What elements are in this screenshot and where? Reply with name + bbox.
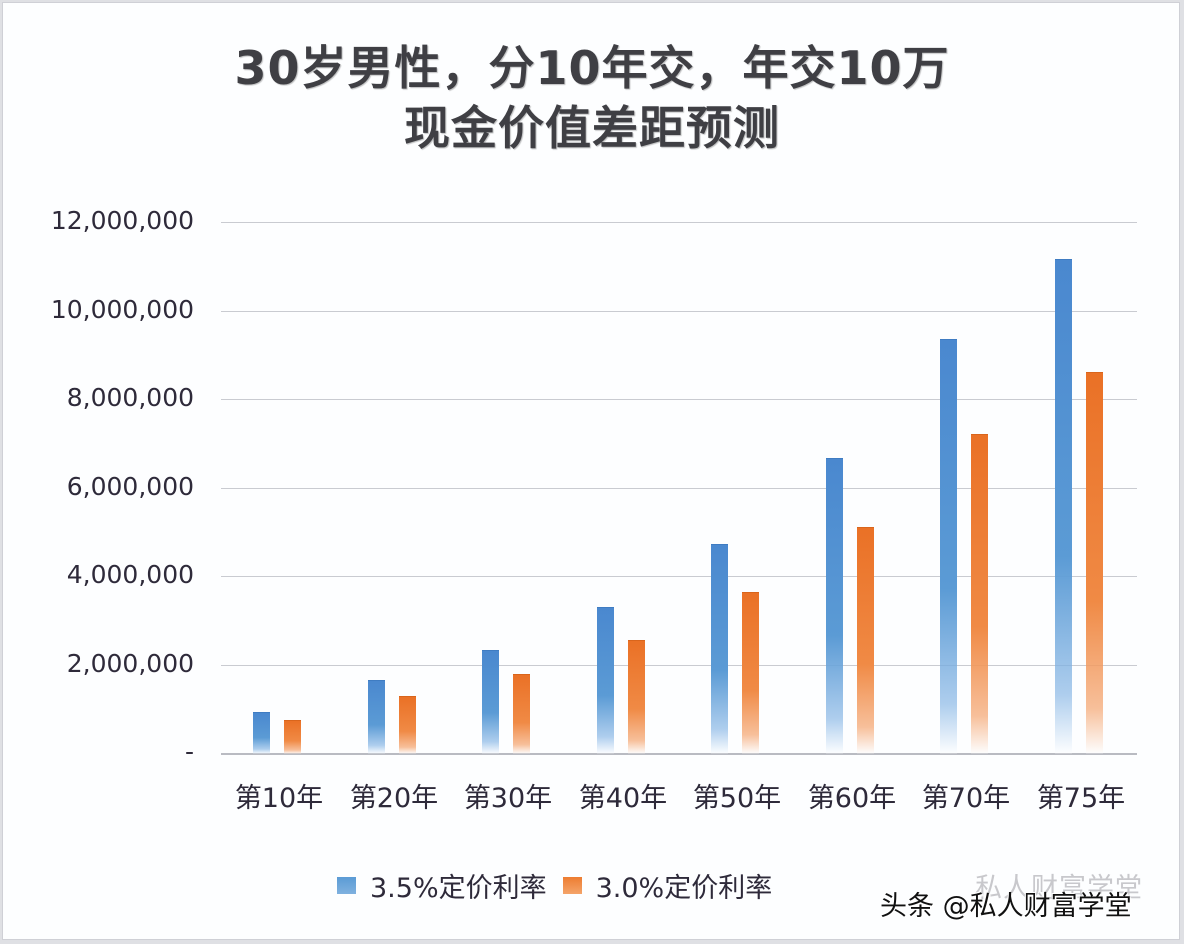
legend-label: 3.0%定价利率 xyxy=(595,872,773,904)
legend-item-3-5: 3.5%定价利率 xyxy=(337,866,547,905)
bar-orange xyxy=(284,720,301,754)
bar-orange xyxy=(857,527,874,754)
legend-item-3-0: 3.0%定价利率 xyxy=(562,866,773,905)
y-tick-label: 8,000,000 xyxy=(66,383,194,412)
y-tick-label: - xyxy=(184,737,194,766)
bar-orange xyxy=(971,434,988,754)
bar-orange xyxy=(742,592,759,754)
chart-title-line-2: 现金价值差距预测 xyxy=(404,101,780,155)
y-tick-label: 2,000,000 xyxy=(66,649,194,678)
legend: 3.5%定价利率 3.0%定价利率 xyxy=(337,866,788,905)
bar-orange xyxy=(628,640,645,754)
x-tick-label: 第50年 xyxy=(692,783,782,814)
gridline xyxy=(221,311,1137,312)
bar-orange xyxy=(513,674,530,754)
x-tick-label: 第10年 xyxy=(234,783,324,814)
watermark: 头条 @私人财富学堂 xyxy=(880,891,1132,922)
chart-title: 30岁男性，分10年交，年交10万 现金价值差距预测 xyxy=(0,38,1184,158)
gridline xyxy=(221,665,1137,666)
gridline xyxy=(221,399,1137,400)
bar-blue xyxy=(253,712,270,754)
x-tick-label: 第60年 xyxy=(807,783,897,814)
bar-blue xyxy=(482,650,499,754)
x-tick-label: 第40年 xyxy=(578,783,668,814)
gridline xyxy=(221,488,1137,489)
bar-blue xyxy=(826,458,843,754)
gridline xyxy=(221,222,1137,223)
bar-blue xyxy=(597,607,614,754)
bar-orange xyxy=(1086,372,1103,754)
bar-orange xyxy=(399,696,416,754)
x-axis-line xyxy=(221,753,1137,755)
legend-label: 3.5%定价利率 xyxy=(370,872,547,904)
y-tick-label: 6,000,000 xyxy=(66,472,194,501)
x-tick-label: 第30年 xyxy=(463,783,553,814)
x-tick-label: 第20年 xyxy=(349,783,439,814)
watermark-faint: 私人财富学堂 xyxy=(975,873,1143,904)
y-tick-label: 4,000,000 xyxy=(66,560,194,589)
bar-blue xyxy=(368,680,385,754)
chart-title-line-1: 30岁男性，分10年交，年交10万 xyxy=(234,41,950,95)
legend-swatch-orange xyxy=(562,876,582,894)
legend-swatch-blue xyxy=(337,876,356,894)
gridline xyxy=(221,576,1137,577)
bar-blue xyxy=(1055,259,1072,754)
y-tick-label: 10,000,000 xyxy=(50,295,194,324)
y-tick-label: 12,000,000 xyxy=(50,206,194,235)
x-tick-label: 第75年 xyxy=(1036,783,1126,814)
bar-blue xyxy=(940,339,957,754)
bar-blue xyxy=(711,544,728,754)
x-tick-label: 第70年 xyxy=(921,783,1011,814)
